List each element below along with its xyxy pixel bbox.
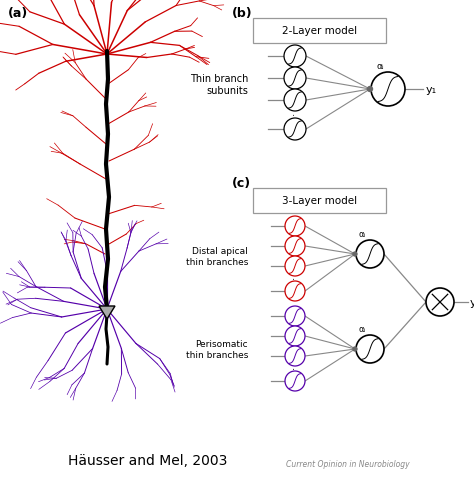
Text: (b): (b)	[232, 7, 253, 20]
Circle shape	[426, 288, 454, 317]
Text: · · ·: · · ·	[290, 270, 300, 285]
Circle shape	[371, 73, 405, 107]
Text: 3-Layer model: 3-Layer model	[283, 196, 357, 206]
Circle shape	[353, 253, 357, 257]
Circle shape	[285, 257, 305, 276]
Text: Current Opinion in Neurobiology: Current Opinion in Neurobiology	[286, 459, 410, 469]
Polygon shape	[99, 306, 115, 319]
Text: αᵢ: αᵢ	[358, 324, 365, 333]
Text: (a): (a)	[8, 7, 28, 20]
Circle shape	[353, 348, 357, 351]
FancyBboxPatch shape	[254, 18, 386, 44]
Circle shape	[285, 281, 305, 302]
Circle shape	[285, 346, 305, 366]
Circle shape	[285, 237, 305, 257]
Circle shape	[285, 371, 305, 391]
Circle shape	[356, 335, 384, 363]
Text: y₁: y₁	[426, 85, 437, 95]
Text: Distal apical
thin branches: Distal apical thin branches	[186, 247, 248, 266]
Text: αᵢ: αᵢ	[376, 62, 384, 71]
Text: Thin branch
subunits: Thin branch subunits	[190, 74, 248, 96]
FancyBboxPatch shape	[254, 188, 386, 213]
Text: Häusser and Mel, 2003: Häusser and Mel, 2003	[68, 453, 228, 467]
Text: (c): (c)	[232, 177, 251, 190]
Circle shape	[284, 119, 306, 141]
Circle shape	[284, 68, 306, 90]
Circle shape	[285, 306, 305, 326]
Circle shape	[284, 46, 306, 68]
Circle shape	[367, 87, 373, 92]
Text: y₂: y₂	[470, 297, 474, 307]
Circle shape	[356, 241, 384, 269]
Circle shape	[285, 326, 305, 346]
Text: 2-Layer model: 2-Layer model	[283, 26, 357, 36]
Text: · · ·: · · ·	[290, 360, 300, 375]
Circle shape	[284, 90, 306, 112]
Text: · · ·: · · ·	[290, 106, 300, 121]
Text: Perisomatic
thin branches: Perisomatic thin branches	[186, 340, 248, 359]
Text: αᵢ: αᵢ	[358, 229, 365, 239]
Circle shape	[285, 216, 305, 237]
